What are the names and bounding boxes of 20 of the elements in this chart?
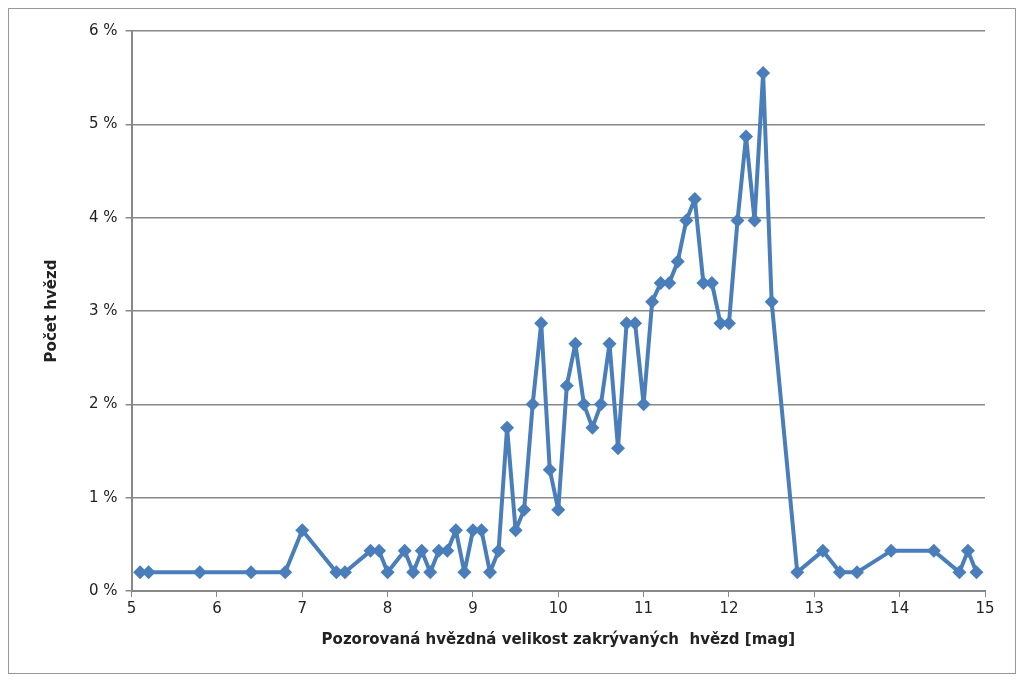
x-tick-label: 12 <box>719 598 739 617</box>
x-tick-label: 10 <box>548 598 568 617</box>
y-tick-label: 4 % <box>88 207 118 226</box>
x-tick-label: 6 <box>212 598 222 617</box>
y-tick-label: 2 % <box>88 394 118 413</box>
y-tick-label: 1 % <box>88 487 118 506</box>
x-axis-title: Pozorovaná hvězdná velikost zakrývaných hvězd [mag] <box>321 629 795 648</box>
x-tick-label: 14 <box>890 598 910 617</box>
x-tick-label: 5 <box>126 598 137 617</box>
x-tick-label: 11 <box>634 598 654 617</box>
x-tick-label: 15 <box>975 598 995 617</box>
y-axis-title: Počet hvězd <box>41 259 60 363</box>
y-tick-label: 5 % <box>88 114 118 133</box>
y-tick-label: 3 % <box>88 300 118 319</box>
x-tick-label: 7 <box>297 598 308 617</box>
x-tick-label: 9 <box>468 598 478 617</box>
x-tick-label: 13 <box>804 598 824 617</box>
y-tick-label: 6 % <box>88 20 118 39</box>
y-tick-label: 0 % <box>88 580 118 599</box>
x-tick-label: 8 <box>382 598 393 617</box>
